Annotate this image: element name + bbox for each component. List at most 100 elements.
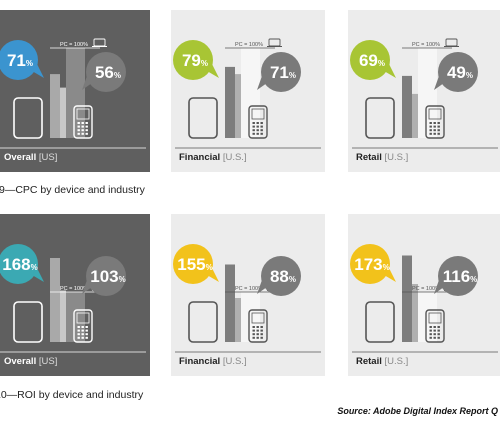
smartphone-icon [73,309,93,343]
smartphone-key-icon [260,333,263,336]
smartphone-bar [235,298,241,342]
smartphone-key-icon [433,125,436,128]
smartphone-key-icon [85,122,88,124]
smartphone-key-icon [77,129,80,132]
tablet-bar [50,74,60,138]
smartphone-key-icon [433,122,436,124]
smartphone-key-icon [77,329,80,332]
smartphone-key-icon [252,129,255,132]
smartphone-key-icon [437,329,440,332]
tablet-percent-sign: % [378,59,385,68]
industry-name: Retail [356,356,382,367]
laptop-icon [93,38,106,47]
smartphone-key-icon [256,329,259,332]
source-note: Source: Adobe Digital Index Report Q [337,406,498,416]
smartphone-value-bubble [86,52,126,92]
tablet-bubble-pointer [384,268,396,282]
smartphone-screen-icon [428,312,442,324]
tablet-bar [225,264,235,342]
smartphone-key-icon [81,125,84,128]
smartphone-key-icon [260,336,263,339]
smartphone-key-icon [433,326,436,328]
roi-chart-retail: PC = 100% 173% 116% Retail [U.S.] [350,244,498,367]
tablet-percent-sign: % [383,263,390,272]
smartphone-key-icon [433,329,436,332]
cpc-caption: 9—CPC by device and industry [0,184,145,196]
smartphone-key-icon [252,132,255,135]
tablet-value-bubble [173,40,213,80]
smartphone-key-icon [433,336,436,339]
smartphone-bar [412,93,418,138]
smartphone-key-icon [252,329,255,332]
smartphone-key-icon [429,333,432,336]
tablet-icon [188,301,218,343]
smartphone-value-bubble [261,256,301,296]
smartphone-value-bubble [86,256,126,296]
tablet-percent-sign: % [206,263,213,272]
pc-bar [66,48,85,138]
smartphone-screen-icon [428,108,442,120]
smartphone-key-icon [256,132,259,135]
cpc-panel-overall: PC = 100% 71% 56% Overall [US] [0,10,150,172]
smartphone-screen-icon [251,108,265,120]
smartphone-key-icon [429,329,432,332]
industry-label: Financial [U.S.] [179,152,247,163]
smartphone-bubble-pointer [257,76,267,90]
smartphone-value-bubble [438,256,478,296]
cpc-panel-retail: PC = 100% 69% 49% Retail [U.S.] [348,10,500,172]
smartphone-percent-sign: % [289,275,296,284]
cpc-chart-overall: PC = 100%71% 56%Overall [US] [0,38,146,163]
roi-panel-overall: PC = 100% 168% 103% Overall [US] [0,214,150,376]
smartphone-icon [425,309,445,343]
smartphone-key-icon [81,336,84,339]
smartphone-key-icon [437,326,440,328]
pc-bar [418,48,437,138]
smartphone-key-icon [437,333,440,336]
smartphone-key-icon [256,326,259,328]
pc-bar [66,292,85,342]
smartphone-key-icon [260,122,263,124]
pc-label: PC = 100% [412,42,440,48]
cpc-chart-financial: PC = 100%79% 71%Financial [U.S.] [173,38,321,163]
smartphone-value-label: 103% [90,267,126,286]
industry-name: Overall [4,152,36,163]
smartphone-key-icon [81,326,84,328]
smartphone-key-icon [77,326,80,328]
smartphone-key-icon [429,326,432,328]
smartphone-percent-sign: % [289,71,296,80]
industry-region: [U.S.] [220,356,246,367]
tablet-icon [13,97,43,139]
smartphone-key-icon [85,326,88,328]
smartphone-key-icon [437,122,440,124]
smartphone-key-icon [260,129,263,132]
smartphone-bubble-pointer [257,280,267,294]
pc-label: PC = 100% [60,42,88,48]
smartphone-key-icon [85,132,88,135]
smartphone-key-icon [252,125,255,128]
smartphone-key-icon [77,132,80,135]
industry-name: Financial [179,356,220,367]
smartphone-key-icon [252,336,255,339]
smartphone-screen-icon [76,108,90,120]
smartphone-key-icon [260,329,263,332]
smartphone-icon [73,105,93,139]
industry-region: [U.S.] [220,152,246,163]
smartphone-key-icon [256,122,259,124]
smartphone-key-icon [429,125,432,128]
roi-chart-overall: PC = 100% 168% 103% Overall [US] [0,244,146,367]
pc-bar [418,292,437,342]
smartphone-key-icon [256,336,259,339]
smartphone-key-icon [256,125,259,128]
smartphone-value-label: 116% [443,267,478,286]
smartphone-key-icon [433,129,436,132]
tablet-icon [365,301,395,343]
pc-bar [241,292,260,342]
tablet-value-bubble [350,244,390,284]
tablet-icon [13,301,43,343]
industry-label: Overall [US] [4,152,57,163]
smartphone-key-icon [260,132,263,135]
tablet-percent-sign: % [31,263,38,272]
industry-label: Overall [US] [4,356,57,367]
smartphone-bubble-pointer [434,280,444,294]
laptop-icon [268,38,281,47]
